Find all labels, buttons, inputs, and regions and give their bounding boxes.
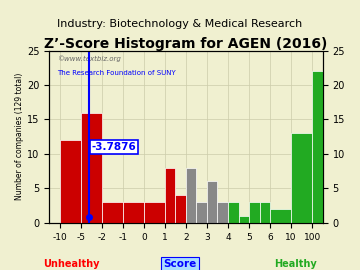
Bar xyxy=(249,202,260,223)
Bar xyxy=(102,202,123,223)
Text: Industry: Biotechnology & Medical Research: Industry: Biotechnology & Medical Resear… xyxy=(57,19,303,29)
Y-axis label: Number of companies (129 total): Number of companies (129 total) xyxy=(15,73,24,200)
Bar xyxy=(123,202,144,223)
Bar xyxy=(144,202,165,223)
Bar xyxy=(217,202,228,223)
Bar xyxy=(175,195,186,223)
Title: Z’-Score Histogram for AGEN (2016): Z’-Score Histogram for AGEN (2016) xyxy=(44,37,328,50)
Bar xyxy=(270,209,291,223)
Bar xyxy=(260,202,270,223)
Bar xyxy=(291,133,312,223)
Bar xyxy=(239,216,249,223)
Bar xyxy=(186,168,197,223)
Text: The Research Foundation of SUNY: The Research Foundation of SUNY xyxy=(57,70,176,76)
Bar xyxy=(59,140,81,223)
Bar xyxy=(207,181,217,223)
Bar xyxy=(312,71,333,223)
Text: ©www.textbiz.org: ©www.textbiz.org xyxy=(57,56,121,62)
Bar xyxy=(165,168,175,223)
Bar xyxy=(228,202,239,223)
Text: -3.7876: -3.7876 xyxy=(91,142,136,152)
Bar xyxy=(81,113,102,223)
Text: Healthy: Healthy xyxy=(274,259,317,269)
Bar xyxy=(197,202,207,223)
Text: Unhealthy: Unhealthy xyxy=(43,259,100,269)
Text: Score: Score xyxy=(163,259,197,269)
